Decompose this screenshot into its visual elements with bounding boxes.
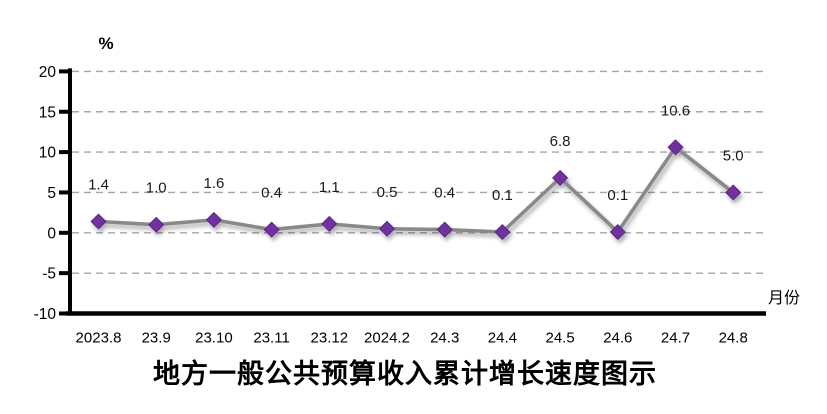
data-point-marker — [378, 220, 396, 237]
data-point-marker — [148, 216, 165, 233]
data-point-label: 0.1 — [607, 187, 628, 204]
data-series-group — [90, 139, 742, 241]
data-point-marker — [494, 223, 511, 241]
data-point-label: 0.4 — [434, 185, 455, 202]
data-point-label: 0.5 — [377, 184, 398, 201]
data-point-marker — [263, 221, 280, 238]
x-category-label: 2024.2 — [364, 330, 410, 347]
x-axis-label: 月份 — [768, 289, 800, 307]
data-point-marker — [436, 221, 453, 238]
data-point-label: 5.0 — [723, 147, 744, 164]
axes-group — [59, 68, 766, 316]
chart-title: 地方一般公共预算收入累计增长速度图示 — [153, 359, 657, 389]
x-category-label: 24.8 — [719, 330, 748, 347]
y-tick-label: -5 — [42, 266, 56, 283]
data-point-label: 1.6 — [203, 175, 224, 192]
x-category-label: 23.9 — [142, 330, 171, 347]
data-point-label: 10.6 — [661, 102, 690, 119]
x-category-label: 23.12 — [311, 330, 349, 347]
y-tick-label: 15 — [39, 104, 56, 121]
data-point-label: 1.0 — [146, 180, 167, 197]
y-tick-label: -10 — [34, 306, 57, 323]
x-category-label: 24.3 — [430, 330, 459, 347]
data-point-marker — [667, 139, 684, 156]
y-tick-label: 20 — [39, 64, 57, 81]
data-point-label: 6.8 — [550, 133, 571, 150]
data-point-label: 1.1 — [319, 179, 340, 196]
series-line — [96, 145, 736, 234]
x-category-label: 24.7 — [661, 330, 690, 347]
data-point-marker — [205, 211, 222, 228]
y-tick-label: 5 — [47, 185, 56, 202]
data-point-marker — [725, 184, 742, 201]
x-category-label: 24.5 — [545, 330, 574, 347]
y-tick-label: 0 — [47, 225, 56, 242]
data-point-marker — [321, 215, 338, 232]
x-category-label: 23.11 — [253, 330, 289, 347]
data-point-marker — [552, 169, 569, 186]
data-point-label: 1.4 — [88, 177, 109, 194]
x-category-label: 2023.8 — [76, 330, 122, 347]
x-category-label: 24.4 — [488, 330, 517, 347]
y-tick-label: 10 — [39, 145, 57, 162]
data-point-label: 0.1 — [492, 187, 513, 204]
data-point-marker — [90, 213, 107, 230]
x-category-label: 23.10 — [195, 330, 233, 347]
x-category-label: 24.6 — [603, 330, 632, 347]
data-point-marker — [609, 223, 626, 241]
line-chart: -10 -5 0 5 10 15 20 2023.8 23.9 23.10 23.11 23.12 20… — [34, 34, 800, 347]
y-axis-unit-label: % — [98, 34, 113, 53]
labels-group: -10 -5 0 5 10 15 20 2023.8 23.9 23.10 23.11 23.12 20… — [34, 64, 748, 347]
data-point-label: 0.4 — [261, 185, 282, 202]
